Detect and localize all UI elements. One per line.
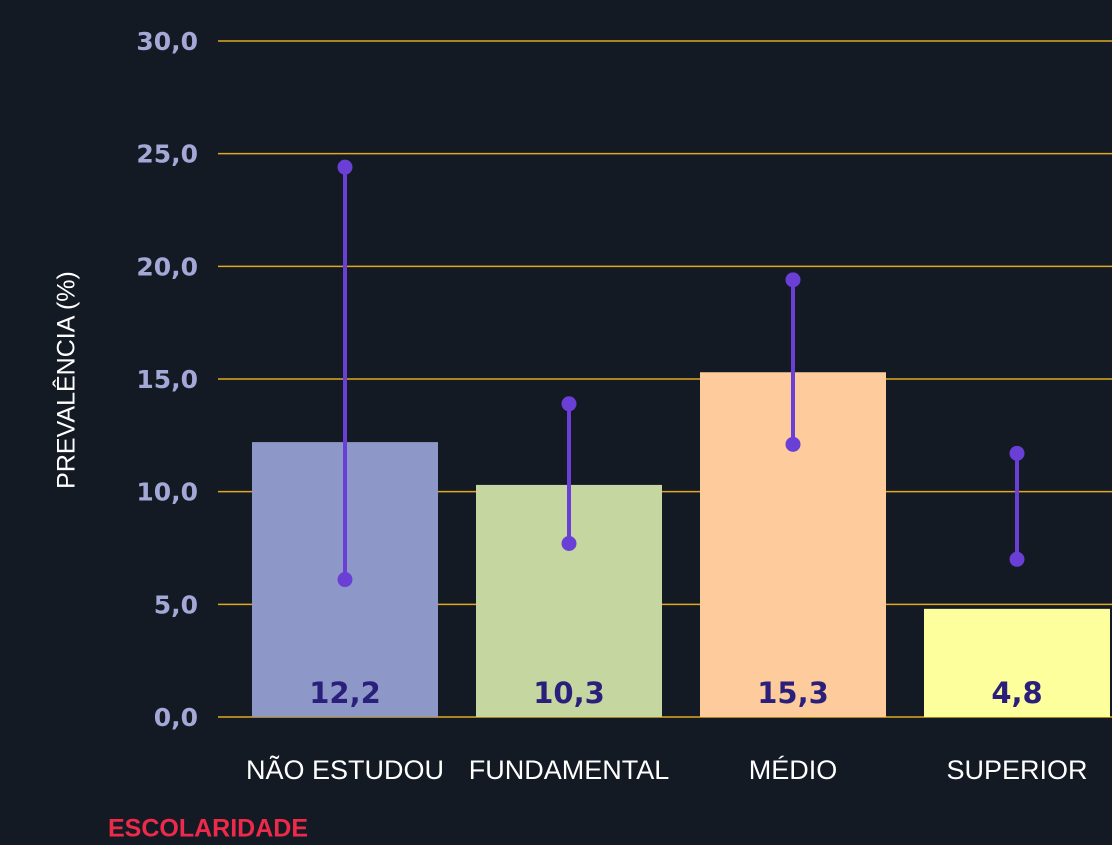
y-tick-label: 5,0 — [154, 590, 198, 619]
y-tick-label: 15,0 — [136, 365, 198, 394]
y-tick-label: 10,0 — [136, 478, 198, 507]
x-tick-label: NÃO ESTUDOU — [246, 754, 444, 785]
x-tick-label: FUNDAMENTAL — [469, 755, 670, 785]
error-low — [337, 572, 353, 588]
error-low — [785, 436, 801, 452]
x-axis-label: ESCOLARIDADE — [108, 815, 308, 843]
error-high — [337, 159, 353, 175]
error-low — [561, 535, 577, 551]
error-high — [561, 396, 577, 412]
value-label: 15,3 — [757, 676, 829, 710]
error-high — [785, 272, 801, 288]
error-high — [1009, 445, 1025, 461]
y-axis-label: PREVALÊNCIA (%) — [52, 271, 81, 489]
x-tick-label: SUPERIOR — [946, 755, 1087, 785]
y-tick-label: 30,0 — [136, 27, 198, 56]
error-low — [1009, 551, 1025, 567]
y-tick-label: 25,0 — [136, 140, 198, 169]
value-label: 4,8 — [991, 676, 1042, 710]
y-tick-label: 20,0 — [136, 252, 198, 281]
value-label: 10,3 — [533, 676, 605, 710]
bar — [924, 608, 1110, 717]
y-tick-label: 0,0 — [154, 703, 198, 732]
x-tick-label: MÉDIO — [749, 755, 838, 785]
value-label: 12,2 — [309, 676, 381, 710]
